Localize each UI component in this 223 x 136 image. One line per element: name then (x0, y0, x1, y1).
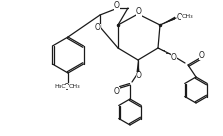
Text: O: O (95, 24, 101, 33)
Text: CH₃: CH₃ (68, 84, 80, 89)
Text: O: O (171, 52, 177, 61)
Text: O: O (136, 7, 142, 16)
Polygon shape (136, 60, 140, 72)
Text: O: O (114, 86, 120, 95)
Text: CH₃: CH₃ (181, 15, 193, 19)
Text: O: O (177, 13, 183, 21)
Text: O: O (114, 1, 120, 10)
Text: O: O (199, 50, 205, 60)
Text: O: O (64, 83, 70, 92)
Text: H₃C: H₃C (54, 84, 66, 89)
Polygon shape (160, 16, 175, 25)
Text: O: O (136, 72, 142, 81)
